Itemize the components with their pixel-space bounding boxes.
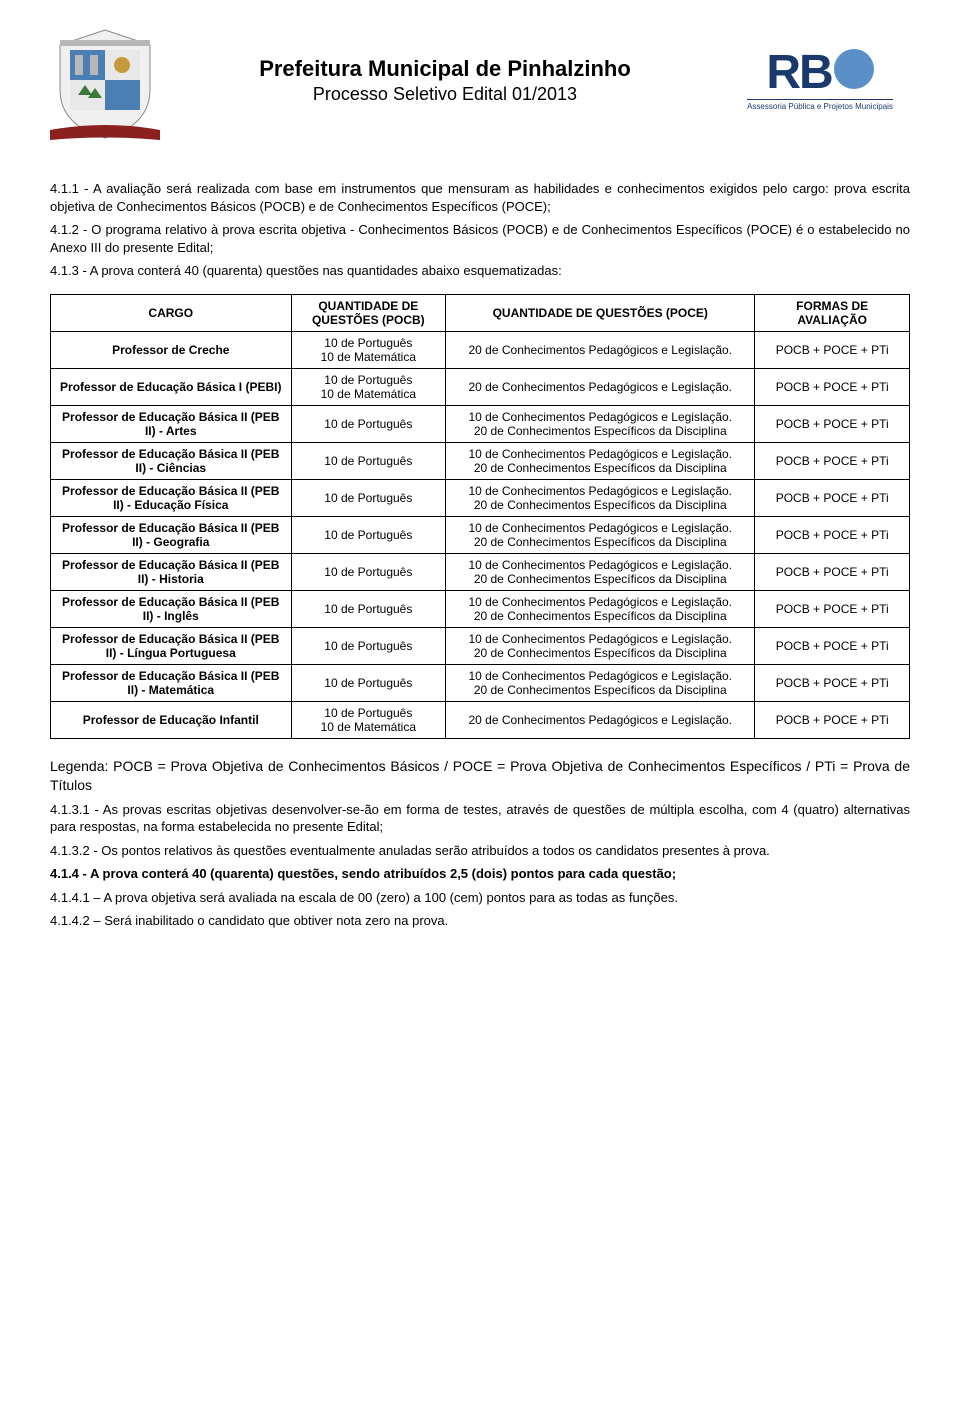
- paragraph-4131: 4.1.3.1 - As provas escritas objetivas d…: [50, 801, 910, 836]
- cell-cargo: Professor de Educação Básica II (PEB II)…: [51, 590, 292, 627]
- cell-poce: 10 de Conhecimentos Pedagógicos e Legisl…: [446, 516, 755, 553]
- rbo-circle-icon: [834, 49, 874, 89]
- table-row: Professor de Educação Básica II (PEB II)…: [51, 590, 910, 627]
- cell-poce: 20 de Conhecimentos Pedagógicos e Legisl…: [446, 368, 755, 405]
- cell-cargo: Professor de Educação Básica I (PEBI): [51, 368, 292, 405]
- cell-pocb: 10 de Português: [291, 479, 446, 516]
- cell-formas: POCB + POCE + PTi: [755, 368, 910, 405]
- header-title-block: Prefeitura Municipal de Pinhalzinho Proc…: [160, 56, 730, 105]
- cell-pocb: 10 de Português: [291, 664, 446, 701]
- cell-cargo: Professor de Educação Básica II (PEB II)…: [51, 405, 292, 442]
- cell-formas: POCB + POCE + PTi: [755, 590, 910, 627]
- table-row: Professor de Educação Básica II (PEB II)…: [51, 627, 910, 664]
- cell-pocb: 10 de Português: [291, 442, 446, 479]
- th-pocb: QUANTIDADE DE QUESTÕES (POCB): [291, 294, 446, 331]
- municipal-shield-logo: [50, 20, 160, 140]
- cell-cargo: Professor de Educação Infantil: [51, 701, 292, 738]
- cell-formas: POCB + POCE + PTi: [755, 701, 910, 738]
- cell-formas: POCB + POCE + PTi: [755, 516, 910, 553]
- document-content: 4.1.1 - A avaliação será realizada com b…: [50, 180, 910, 930]
- cell-cargo: Professor de Educação Básica II (PEB II)…: [51, 664, 292, 701]
- paragraph-4142: 4.1.4.2 – Será inabilitado o candidato q…: [50, 912, 910, 930]
- cell-formas: POCB + POCE + PTi: [755, 664, 910, 701]
- shield-icon: [50, 20, 160, 140]
- table-row: Professor de Educação Básica II (PEB II)…: [51, 405, 910, 442]
- cell-poce: 10 de Conhecimentos Pedagógicos e Legisl…: [446, 627, 755, 664]
- table-row: Professor de Educação Básica II (PEB II)…: [51, 553, 910, 590]
- cell-formas: POCB + POCE + PTi: [755, 442, 910, 479]
- rbo-logo: RB Assessoria Pública e Projetos Municip…: [730, 35, 910, 125]
- th-formas: FORMAS DE AVALIAÇÃO: [755, 294, 910, 331]
- cell-poce: 20 de Conhecimentos Pedagógicos e Legisl…: [446, 701, 755, 738]
- cell-poce: 10 de Conhecimentos Pedagógicos e Legisl…: [446, 590, 755, 627]
- th-cargo: CARGO: [51, 294, 292, 331]
- cell-cargo: Professor de Educação Básica II (PEB II)…: [51, 627, 292, 664]
- paragraph-4141: 4.1.4.1 – A prova objetiva será avaliada…: [50, 889, 910, 907]
- cell-pocb: 10 de Português: [291, 405, 446, 442]
- th-poce: QUANTIDADE DE QUESTÕES (POCE): [446, 294, 755, 331]
- cell-poce: 10 de Conhecimentos Pedagógicos e Legisl…: [446, 553, 755, 590]
- table-row: Professor de Educação Básica II (PEB II)…: [51, 664, 910, 701]
- paragraph-413: 4.1.3 - A prova conterá 40 (quarenta) qu…: [50, 262, 910, 280]
- table-row: Professor de Educação Infantil10 de Port…: [51, 701, 910, 738]
- table-row: Professor de Educação Básica I (PEBI)10 …: [51, 368, 910, 405]
- cell-pocb: 10 de Português: [291, 553, 446, 590]
- cell-poce: 10 de Conhecimentos Pedagógicos e Legisl…: [446, 405, 755, 442]
- cell-poce: 10 de Conhecimentos Pedagógicos e Legisl…: [446, 479, 755, 516]
- cell-formas: POCB + POCE + PTi: [755, 627, 910, 664]
- rbo-letters: RB: [766, 49, 873, 97]
- cell-formas: POCB + POCE + PTi: [755, 331, 910, 368]
- cell-pocb: 10 de Português10 de Matemática: [291, 701, 446, 738]
- cell-cargo: Professor de Educação Básica II (PEB II)…: [51, 442, 292, 479]
- cell-cargo: Professor de Educação Básica II (PEB II)…: [51, 516, 292, 553]
- paragraph-4132: 4.1.3.2 - Os pontos relativos às questõe…: [50, 842, 910, 860]
- table-row: Professor de Creche10 de Português10 de …: [51, 331, 910, 368]
- cell-formas: POCB + POCE + PTi: [755, 405, 910, 442]
- cell-cargo: Professor de Creche: [51, 331, 292, 368]
- table-header-row: CARGO QUANTIDADE DE QUESTÕES (POCB) QUAN…: [51, 294, 910, 331]
- paragraph-412: 4.1.2 - O programa relativo à prova escr…: [50, 221, 910, 256]
- cell-formas: POCB + POCE + PTi: [755, 553, 910, 590]
- cell-pocb: 10 de Português10 de Matemática: [291, 368, 446, 405]
- cell-pocb: 10 de Português10 de Matemática: [291, 331, 446, 368]
- cell-cargo: Professor de Educação Básica II (PEB II)…: [51, 553, 292, 590]
- cell-pocb: 10 de Português: [291, 516, 446, 553]
- table-row: Professor de Educação Básica II (PEB II)…: [51, 442, 910, 479]
- document-header: Prefeitura Municipal de Pinhalzinho Proc…: [50, 20, 910, 140]
- cell-poce: 10 de Conhecimentos Pedagógicos e Legisl…: [446, 664, 755, 701]
- cargo-table: CARGO QUANTIDADE DE QUESTÕES (POCB) QUAN…: [50, 294, 910, 739]
- table-row: Professor de Educação Básica II (PEB II)…: [51, 516, 910, 553]
- cell-poce: 10 de Conhecimentos Pedagógicos e Legisl…: [446, 442, 755, 479]
- cell-formas: POCB + POCE + PTi: [755, 479, 910, 516]
- cell-poce: 20 de Conhecimentos Pedagógicos e Legisl…: [446, 331, 755, 368]
- cell-pocb: 10 de Português: [291, 627, 446, 664]
- rbo-rb: RB: [766, 49, 831, 97]
- paragraph-411: 4.1.1 - A avaliação será realizada com b…: [50, 180, 910, 215]
- cell-cargo: Professor de Educação Básica II (PEB II)…: [51, 479, 292, 516]
- rbo-subtitle: Assessoria Pública e Projetos Municipais: [747, 99, 893, 111]
- paragraph-414: 4.1.4 - A prova conterá 40 (quarenta) qu…: [50, 865, 910, 883]
- table-row: Professor de Educação Básica II (PEB II)…: [51, 479, 910, 516]
- edital-subtitle: Processo Seletivo Edital 01/2013: [160, 84, 730, 105]
- legenda: Legenda: POCB = Prova Objetiva de Conhec…: [50, 757, 910, 795]
- cell-pocb: 10 de Português: [291, 590, 446, 627]
- municipality-title: Prefeitura Municipal de Pinhalzinho: [160, 56, 730, 82]
